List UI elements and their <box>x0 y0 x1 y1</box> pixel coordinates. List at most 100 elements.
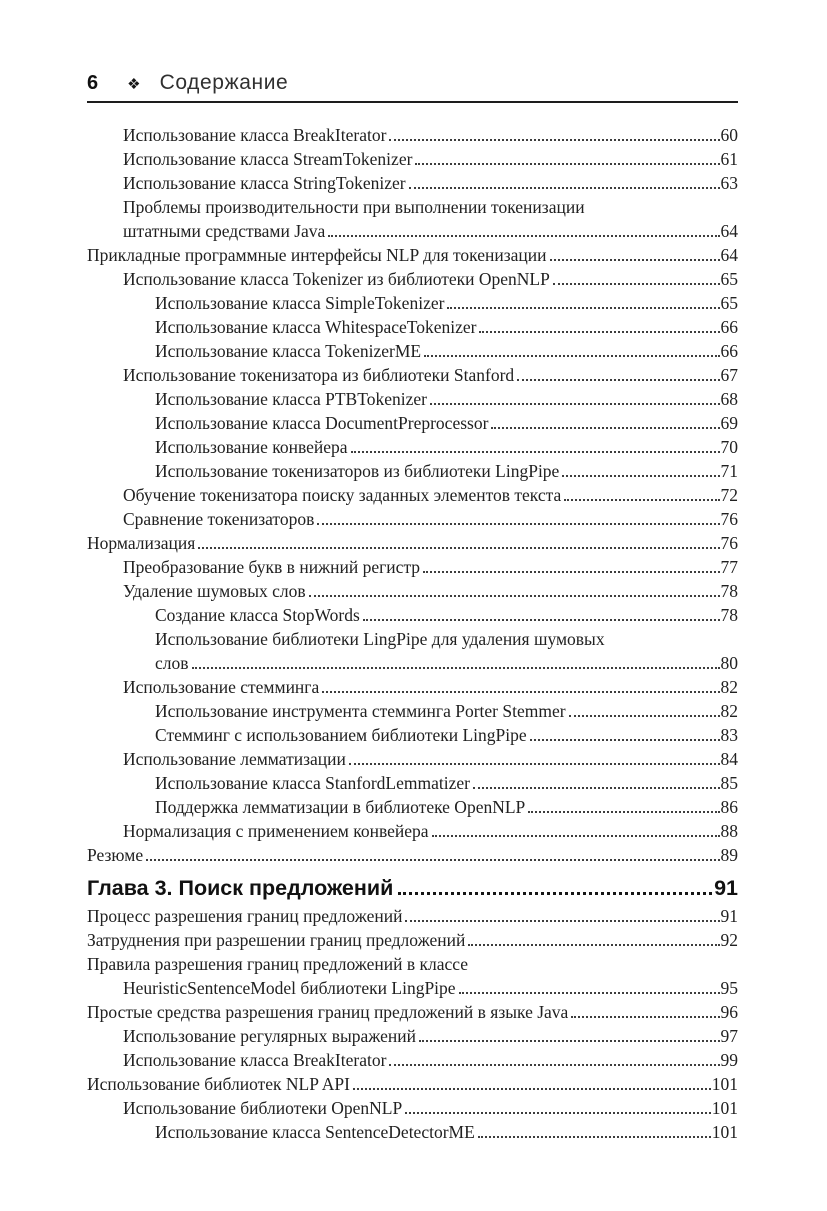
toc-entry-page: 82 <box>720 677 739 697</box>
toc-entry: Использование класса BreakIterator 60 <box>87 123 738 147</box>
toc-entry-page: 95 <box>720 978 739 998</box>
toc-entry: Удаление шумовых слов 78 <box>87 579 738 603</box>
toc-entry-page: 65 <box>720 293 739 313</box>
toc-entry: Преобразование букв в нижний регистр 77 <box>87 555 738 579</box>
dot-leader <box>362 619 720 621</box>
toc-entry-title: Нормализация <box>87 533 196 553</box>
running-head: 6 ❖ Содержание <box>87 70 738 98</box>
running-head-title: Содержание <box>159 71 289 94</box>
dot-leader <box>562 475 720 477</box>
toc-entry-page: 78 <box>720 581 739 601</box>
toc-entry-title: Использование класса SentenceDetectorME <box>155 1122 475 1142</box>
dot-leader <box>423 571 720 573</box>
dot-leader <box>517 379 720 381</box>
dot-leader <box>568 715 720 717</box>
toc-entry-page: 92 <box>720 930 739 950</box>
toc-entry-page: 83 <box>720 725 739 745</box>
toc-entry-title: штатными средствами Java <box>123 221 326 241</box>
toc-entry-title: Использование библиотеки LingPipe для уд… <box>155 629 605 649</box>
toc-entry: Использование конвейера 70 <box>87 435 738 459</box>
toc-entry-page: 69 <box>720 413 739 433</box>
toc-entry-title: Простые средства разрешения границ предл… <box>87 1002 569 1022</box>
dot-leader <box>198 547 720 549</box>
dot-leader <box>389 139 720 141</box>
folio-page-number: 6 <box>87 72 99 94</box>
dot-leader <box>389 1064 720 1066</box>
dot-leader <box>552 283 720 285</box>
toc-entry-title: Использование класса PTBTokenizer <box>155 389 427 409</box>
toc-entry-page: 76 <box>720 509 739 529</box>
header-rule <box>87 101 738 103</box>
toc-entry-page: 67 <box>720 365 739 385</box>
toc-entry: Нормализация 76 <box>87 531 738 555</box>
toc-entry-page: 61 <box>720 149 739 169</box>
toc-entry: Использование класса StreamTokenizer 61 <box>87 147 738 171</box>
toc-entry-title: Нормализация с применением конвейера <box>123 821 429 841</box>
dot-leader <box>418 1040 720 1042</box>
toc-entry-page: 91 <box>720 906 739 926</box>
toc-entry-title: Использование класса StringTokenizer <box>123 173 406 193</box>
toc-entry-title: Использование класса SimpleTokenizer <box>155 293 445 313</box>
toc-entry: Сравнение токенизаторов 76 <box>87 507 738 531</box>
toc-entry-title: Удаление шумовых слов <box>123 581 306 601</box>
dot-leader <box>348 763 720 765</box>
toc-entry: Затруднения при разрешении границ предло… <box>87 928 738 952</box>
diamond-ornament-icon: ❖ <box>127 76 141 93</box>
toc-entry: штатными средствами Java 64 <box>87 219 738 243</box>
toc-entry-page: 101 <box>711 1074 738 1094</box>
dot-leader <box>398 892 713 895</box>
toc-entry-page: 96 <box>720 1002 739 1022</box>
toc-entry-title: Использование класса BreakIterator <box>123 1050 387 1070</box>
dot-leader <box>529 739 720 741</box>
toc-entry-page: 85 <box>720 773 739 793</box>
dot-leader <box>431 835 720 837</box>
dot-leader <box>477 1136 711 1138</box>
toc-entry: Использование библиотеки LingPipe для уд… <box>87 627 738 651</box>
toc-entry-page: 71 <box>720 461 739 481</box>
toc-entry-title: Использование регулярных выражений <box>123 1026 416 1046</box>
toc-entry-page: 66 <box>720 341 739 361</box>
toc-entry: Использование токенизатора из библиотеки… <box>87 363 738 387</box>
toc-entry: Использование стемминга 82 <box>87 675 738 699</box>
toc-entry: Использование класса PTBTokenizer 68 <box>87 387 738 411</box>
toc-entry-page: 101 <box>711 1098 738 1118</box>
toc-entry-title: Поддержка лемматизации в библиотеке Open… <box>155 797 526 817</box>
toc-entry: Поддержка лемматизации в библиотеке Open… <box>87 795 738 819</box>
toc-entry: Использование класса StanfordLemmatizer 8… <box>87 771 738 795</box>
toc-entry-title: Прикладные программные интерфейсы NLP дл… <box>87 245 547 265</box>
toc-entry-page: 65 <box>720 269 739 289</box>
toc-entry-title: Затруднения при разрешении границ предло… <box>87 930 466 950</box>
toc-entry-title: Использование токенизатора из библиотеки… <box>123 365 515 385</box>
toc-entry-title: Процесс разрешения границ предложений <box>87 906 403 926</box>
dot-leader <box>491 427 720 429</box>
toc-entry: Использование класса DocumentPreprocesso… <box>87 411 738 435</box>
toc-entry-title: Стемминг с использованием библиотеки Lin… <box>155 725 527 745</box>
toc-entry: Использование класса StringTokenizer 63 <box>87 171 738 195</box>
toc-entry-page: 80 <box>720 653 739 673</box>
dot-leader <box>191 667 720 669</box>
dot-leader <box>571 1016 720 1018</box>
toc-entry: Использование регулярных выражений 97 <box>87 1024 738 1048</box>
toc-entry-page: 64 <box>720 221 739 241</box>
toc-entry: Правила разрешения границ предложений в … <box>87 952 738 976</box>
toc-entry-page: 76 <box>720 533 739 553</box>
dot-leader <box>308 595 720 597</box>
dot-leader <box>352 1088 711 1090</box>
toc-entry-title: Использование класса WhitespaceTokenizer <box>155 317 477 337</box>
dot-leader <box>479 331 720 333</box>
toc-entry: Нормализация с применением конвейера 88 <box>87 819 738 843</box>
toc-entry-page: 88 <box>720 821 739 841</box>
toc-entry-page: 60 <box>720 125 739 145</box>
toc-entry: Использование инструмента стемминга Port… <box>87 699 738 723</box>
toc-entry-title: Использование класса Tokenizer из библио… <box>123 269 550 289</box>
toc-entry-page: 84 <box>720 749 739 769</box>
dot-leader <box>472 787 720 789</box>
toc-entry-page: 66 <box>720 317 739 337</box>
dot-leader <box>528 811 720 813</box>
toc-entry: Использование библиотек NLP API 101 <box>87 1072 738 1096</box>
toc-entry: Использование класса Tokenizer из библио… <box>87 267 738 291</box>
toc-entry-page: 78 <box>720 605 739 625</box>
toc-entry: Использование класса SimpleTokenizer 65 <box>87 291 738 315</box>
toc-entry-title: Использование класса BreakIterator <box>123 125 387 145</box>
dot-leader <box>458 992 720 994</box>
